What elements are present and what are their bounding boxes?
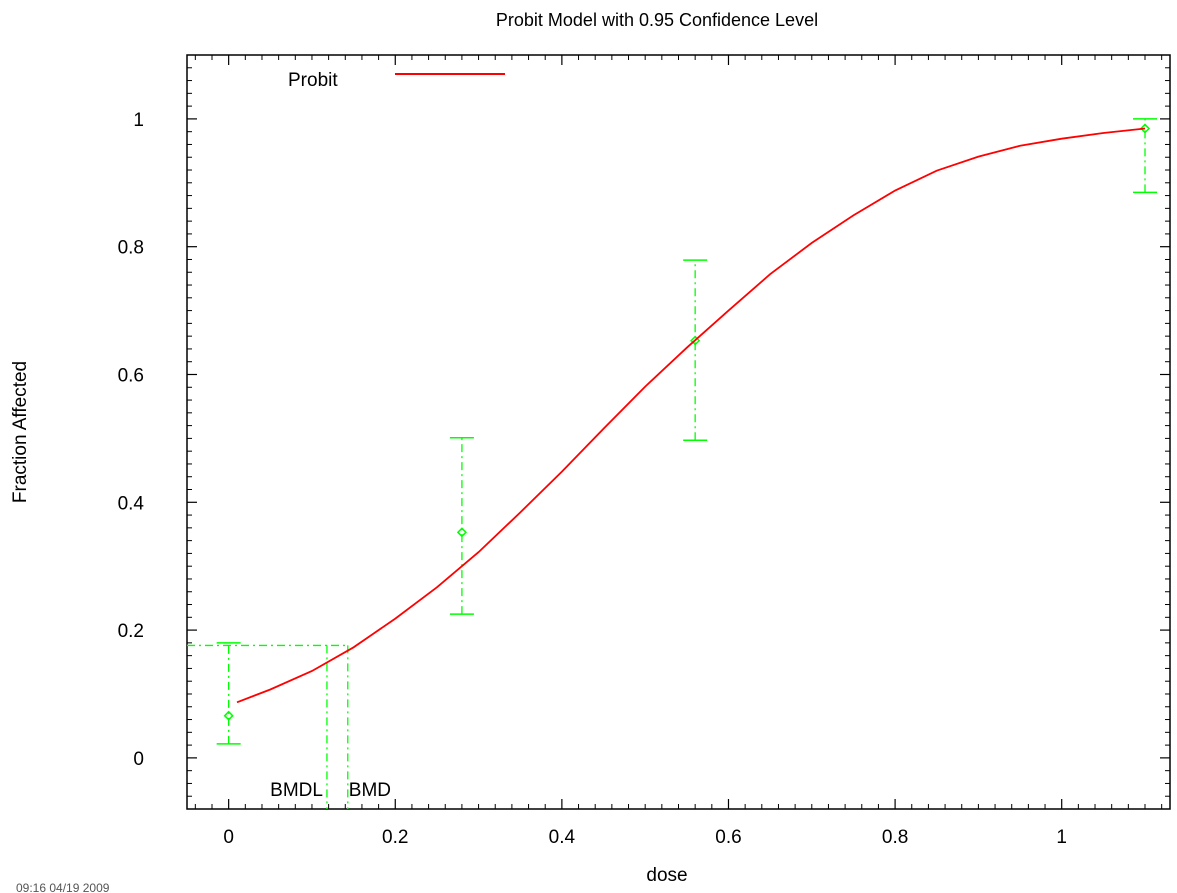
benchmark-lines: BMDL BMD <box>187 644 391 809</box>
x-axis-label: dose <box>646 865 687 886</box>
fitted-curve-group <box>236 127 1146 704</box>
probit-curve <box>236 127 1146 704</box>
x-axis-minor-ticks <box>194 55 1163 809</box>
x-tick-label: 0 <box>223 827 234 848</box>
y-tick-label: 0.4 <box>118 493 145 514</box>
footer-timestamp: 09:16 04/19 2009 <box>16 881 110 893</box>
y-tick-label: 0.8 <box>118 238 144 259</box>
observed-point <box>690 335 701 346</box>
y-tick-label: 0 <box>133 749 144 770</box>
y-tick-label: 0.2 <box>118 621 144 642</box>
bmdl-label: BMDL <box>270 780 323 801</box>
x-tick-label: 0.2 <box>382 827 408 848</box>
y-axis-ticks: 0 0.2 0.4 0.6 0.8 1 <box>118 110 1170 770</box>
legend: Probit <box>288 70 505 91</box>
observed-point <box>223 710 234 721</box>
y-tick-label: 0.6 <box>118 365 144 386</box>
plot-frame <box>186 54 1171 810</box>
chart-title: Probit Model with 0.95 Confidence Level <box>496 10 818 30</box>
y-axis-label: Fraction Affected <box>10 361 31 503</box>
x-tick-label: 0.4 <box>549 827 576 848</box>
legend-label-probit: Probit <box>288 70 338 91</box>
observed-point <box>1139 123 1151 134</box>
observed-point <box>456 527 467 538</box>
x-tick-label: 1 <box>1056 827 1067 848</box>
bmd-label: BMD <box>349 780 391 801</box>
y-axis-minor-ticks <box>187 54 1170 810</box>
x-tick-label: 0.8 <box>882 827 908 848</box>
y-tick-label: 1 <box>133 110 144 131</box>
x-axis-ticks: 0 0.2 0.4 0.6 0.8 1 <box>223 55 1067 848</box>
observed-error-bars <box>216 118 1158 745</box>
x-tick-label: 0.6 <box>715 827 741 848</box>
